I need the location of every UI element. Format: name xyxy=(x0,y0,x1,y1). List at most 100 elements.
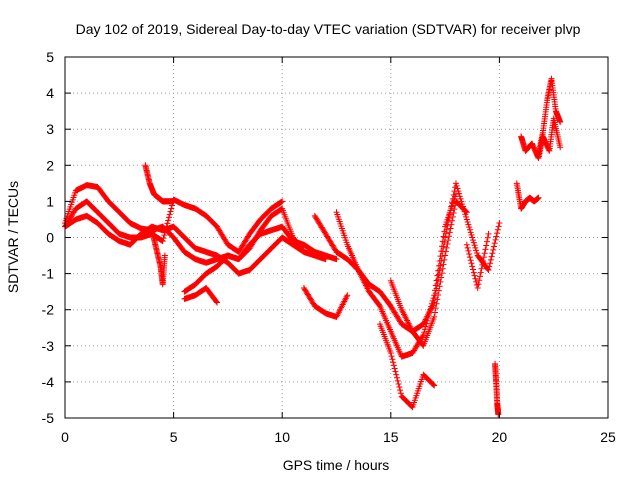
data-point xyxy=(423,320,430,327)
data-point xyxy=(395,380,402,387)
series-trace-m xyxy=(463,230,492,292)
y-tick-label: 5 xyxy=(46,49,54,65)
y-axis-label: SDTVAR / TECUs xyxy=(5,181,21,293)
data-point xyxy=(431,382,438,389)
data-point xyxy=(455,188,462,195)
y-tick-label: 1 xyxy=(46,193,54,209)
series-trace-l xyxy=(387,198,470,349)
data-point xyxy=(387,350,394,357)
data-point xyxy=(493,233,500,240)
y-tick-label: 2 xyxy=(46,157,54,173)
data-point xyxy=(430,295,437,302)
data-point xyxy=(468,260,475,267)
data-point xyxy=(457,195,464,202)
series-trace-d xyxy=(181,205,329,295)
data-point xyxy=(441,256,448,263)
data-point xyxy=(479,261,486,268)
data-point xyxy=(471,272,478,279)
data-point xyxy=(438,274,445,281)
y-tick-label: 0 xyxy=(46,230,54,246)
data-point xyxy=(473,249,480,256)
data-point xyxy=(465,247,472,254)
data-point xyxy=(393,371,400,378)
data-point xyxy=(456,190,463,197)
data-point xyxy=(439,265,446,272)
x-tick-label: 0 xyxy=(61,429,69,445)
data-points xyxy=(62,75,564,418)
data-point xyxy=(452,180,459,187)
data-point xyxy=(433,300,440,307)
data-point xyxy=(467,257,474,264)
data-point xyxy=(438,243,445,250)
data-point xyxy=(490,246,497,253)
data-point xyxy=(470,239,477,246)
data-point xyxy=(474,285,481,292)
data-point xyxy=(475,281,482,288)
data-point xyxy=(489,250,496,257)
data-point xyxy=(446,229,453,236)
data-point xyxy=(432,309,439,316)
data-point xyxy=(424,317,431,324)
data-point xyxy=(433,277,440,284)
data-point xyxy=(392,368,399,375)
data-point xyxy=(435,292,442,299)
data-point xyxy=(482,246,489,253)
data-point xyxy=(168,205,175,212)
data-point xyxy=(481,250,488,257)
data-point xyxy=(419,333,426,340)
series-trace-g xyxy=(148,227,168,288)
data-point xyxy=(445,237,452,244)
data-point xyxy=(490,243,497,250)
data-point xyxy=(388,353,395,360)
x-tick-label: 20 xyxy=(492,429,508,445)
data-point xyxy=(483,238,490,245)
series-trace-j xyxy=(376,321,438,411)
data-point xyxy=(464,219,471,226)
data-point xyxy=(166,211,173,218)
data-point xyxy=(494,226,501,233)
data-point xyxy=(390,362,397,369)
data-point xyxy=(439,238,446,245)
data-point xyxy=(463,208,470,215)
data-point xyxy=(434,272,441,279)
data-point xyxy=(440,261,447,268)
data-point xyxy=(471,242,478,249)
data-point xyxy=(167,208,174,215)
y-tick-label: -1 xyxy=(42,266,55,282)
y-tick-label: -2 xyxy=(42,302,55,318)
data-point xyxy=(484,234,491,241)
data-point xyxy=(535,194,542,201)
series-trace-o xyxy=(513,180,542,212)
data-point xyxy=(394,374,401,381)
data-point xyxy=(213,298,220,305)
series-trace-c xyxy=(62,212,307,277)
data-point xyxy=(437,278,444,285)
data-point xyxy=(428,303,435,310)
data-point xyxy=(447,225,454,232)
data-point xyxy=(436,283,443,290)
data-point xyxy=(469,234,476,241)
data-point xyxy=(478,265,485,272)
series-trace-i xyxy=(333,191,459,360)
data-point xyxy=(390,359,397,366)
series-trace-b xyxy=(62,196,286,255)
data-point xyxy=(159,238,166,245)
data-point xyxy=(470,237,477,244)
data-point xyxy=(397,387,404,394)
data-point xyxy=(480,254,487,261)
series-trace-n xyxy=(492,360,502,418)
data-point xyxy=(430,381,437,388)
data-point xyxy=(466,254,473,261)
data-point xyxy=(214,299,221,306)
data-point xyxy=(445,233,452,240)
data-point xyxy=(466,226,473,233)
data-point xyxy=(473,247,480,254)
series-trace-q xyxy=(535,75,564,158)
x-tick-label: 15 xyxy=(383,429,399,445)
data-point xyxy=(441,228,448,235)
data-point xyxy=(322,256,329,263)
data-point xyxy=(450,210,457,217)
data-point xyxy=(496,220,503,227)
data-point xyxy=(485,266,492,273)
